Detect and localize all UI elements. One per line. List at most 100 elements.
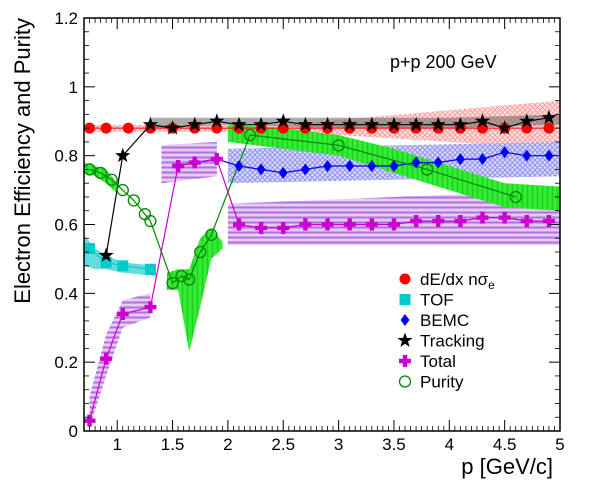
y-tick-label: 0.2 bbox=[54, 353, 78, 372]
legend-total-marker bbox=[399, 355, 411, 367]
total-point bbox=[343, 218, 356, 231]
tracking-point bbox=[430, 116, 446, 132]
y-tick-label: 0.4 bbox=[54, 284, 78, 303]
total-point bbox=[476, 211, 489, 224]
legend-bemc-label: BEMC bbox=[420, 311, 469, 330]
bemc-point bbox=[411, 156, 421, 169]
total-point bbox=[321, 218, 334, 231]
legend-bemc-marker bbox=[400, 314, 410, 326]
purity-point bbox=[116, 183, 129, 197]
tracking-point bbox=[452, 116, 468, 132]
tof-point bbox=[84, 243, 96, 255]
total-point bbox=[188, 156, 201, 169]
total-point bbox=[520, 215, 533, 228]
total-point bbox=[299, 218, 312, 231]
tracking-point bbox=[164, 120, 181, 135]
x-axis-title: p [GeV/c] bbox=[461, 454, 553, 479]
tof-line bbox=[89, 248, 151, 270]
de-dx-n-e-point bbox=[100, 122, 112, 134]
tracking-point bbox=[342, 116, 358, 132]
tracking-point bbox=[541, 109, 557, 125]
bemc-point bbox=[389, 159, 399, 172]
x-tick-label: 2.5 bbox=[271, 435, 295, 454]
bemc-point bbox=[345, 159, 355, 172]
x-tick-label: 2 bbox=[223, 435, 232, 454]
legend-purity-marker bbox=[398, 375, 412, 388]
axis-ticks bbox=[84, 17, 561, 432]
purity-point bbox=[509, 190, 522, 204]
x-tick-label: 3 bbox=[334, 435, 343, 454]
tracking-point bbox=[497, 120, 513, 135]
total-point bbox=[100, 352, 113, 365]
tracking-point bbox=[519, 113, 535, 128]
tracking-point bbox=[474, 113, 491, 128]
purity-point bbox=[194, 245, 207, 259]
total-point bbox=[432, 215, 445, 228]
x-tick-label: 5 bbox=[555, 435, 564, 454]
bemc-point bbox=[278, 166, 288, 179]
legend-purity-label: Purity bbox=[420, 373, 464, 392]
total-point bbox=[83, 414, 96, 427]
tracking-point bbox=[297, 116, 313, 132]
purity-point bbox=[183, 273, 196, 286]
legend-tof-marker bbox=[399, 294, 411, 305]
tof-point bbox=[100, 256, 112, 268]
de-dx-n-e-point bbox=[84, 122, 96, 134]
y-tick-label: 0.8 bbox=[54, 147, 78, 166]
de-dx-n-e-point bbox=[122, 122, 134, 134]
y-tick-label: 1.2 bbox=[54, 9, 78, 28]
total-point bbox=[172, 159, 185, 172]
bemc-point bbox=[455, 153, 465, 166]
tracking-point bbox=[209, 113, 225, 128]
y-tick-label: 0.6 bbox=[54, 216, 78, 235]
purity-point bbox=[175, 269, 188, 283]
bemc-point bbox=[234, 159, 244, 172]
tracking-point bbox=[98, 247, 114, 262]
purity-point bbox=[105, 173, 118, 186]
axis-tick-labels: 1 1.5 2 2.5 3 3.5 4 4.5 5 0 0.2 0.4 0.6 0.8 1 1.2 bbox=[54, 9, 564, 454]
tof-point bbox=[144, 263, 156, 275]
total-point bbox=[277, 221, 290, 234]
total-line bbox=[88, 158, 549, 421]
legend-tof-label: TOF bbox=[420, 291, 454, 310]
total-point bbox=[255, 221, 268, 234]
legend-de-dx-n-e-marker bbox=[399, 273, 411, 285]
purity-point bbox=[144, 214, 157, 228]
bemc-point bbox=[500, 146, 510, 159]
bemc-point bbox=[544, 149, 554, 162]
tracking-point bbox=[408, 116, 424, 132]
legend-de-dx-n-e-label: dE/dx nσe bbox=[420, 270, 495, 292]
bemc-point bbox=[433, 156, 443, 169]
tracking-point bbox=[275, 113, 291, 128]
purity-point bbox=[94, 166, 107, 180]
bemc-point bbox=[478, 153, 488, 166]
purity-point bbox=[127, 194, 140, 207]
total-point bbox=[365, 218, 378, 231]
x-tick-label: 4 bbox=[445, 435, 454, 454]
tracking-point bbox=[187, 116, 203, 132]
x-tick-label: 4.5 bbox=[493, 435, 517, 454]
bemc-point bbox=[323, 159, 333, 172]
total-band-2 bbox=[227, 190, 560, 246]
total-point bbox=[144, 301, 157, 314]
collision-annotation: p+p 200 GeV bbox=[390, 52, 497, 72]
purity-point bbox=[421, 163, 434, 176]
purity-band-1 bbox=[167, 227, 223, 352]
x-tick-label: 1 bbox=[112, 435, 121, 454]
tof-point bbox=[117, 260, 129, 272]
x-tick-label: 1.5 bbox=[161, 435, 185, 454]
de-dx-n-e-point bbox=[543, 122, 555, 134]
tracking-point bbox=[231, 116, 247, 132]
total-point bbox=[454, 215, 467, 228]
total-point bbox=[232, 218, 245, 231]
tracking-point bbox=[253, 116, 269, 132]
legend-tracking-label: Tracking bbox=[420, 332, 485, 351]
purity-point bbox=[205, 228, 218, 241]
total-point bbox=[387, 218, 400, 231]
purity-point bbox=[332, 139, 345, 152]
total-point bbox=[116, 307, 129, 320]
legend-tracking-marker bbox=[397, 332, 413, 347]
total-point bbox=[542, 215, 555, 228]
